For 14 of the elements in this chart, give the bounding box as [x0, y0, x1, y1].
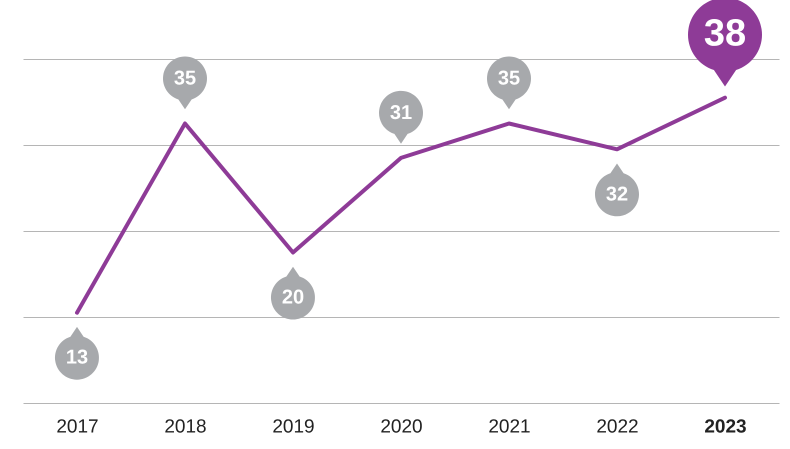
x-tick-label: 2017 — [56, 416, 99, 438]
data-label: 35 — [498, 68, 520, 90]
data-label: 20 — [282, 286, 304, 308]
data-label: 35 — [174, 68, 196, 90]
x-tick-label: 2023 — [704, 416, 747, 438]
x-tick-label: 2019 — [272, 416, 315, 438]
data-label: 32 — [606, 183, 628, 206]
x-tick-label: 2022 — [596, 416, 639, 438]
x-tick-label: 2021 — [488, 416, 531, 438]
x-tick-label: 2020 — [380, 416, 423, 438]
data-label: 31 — [390, 102, 412, 124]
data-label: 38 — [704, 12, 746, 55]
data-label: 13 — [66, 346, 88, 369]
x-tick-label: 2018 — [164, 416, 207, 438]
